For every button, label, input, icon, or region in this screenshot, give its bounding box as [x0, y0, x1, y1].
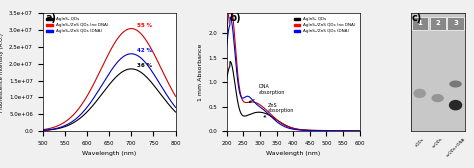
Ellipse shape	[449, 100, 462, 111]
Bar	[411, 17, 428, 30]
Y-axis label: 1 mm Absorbance: 1 mm Absorbance	[198, 44, 203, 101]
Text: csQDs: csQDs	[432, 137, 444, 149]
Text: c): c)	[412, 13, 422, 24]
Text: csQDs+DNA: csQDs+DNA	[445, 137, 466, 158]
X-axis label: Wavelength (nm): Wavelength (nm)	[82, 151, 136, 156]
Text: cQDs: cQDs	[414, 137, 425, 147]
Legend: AgInS₂ QDs, AgInS₂/ZnS QDs (no DNA), AgInS₂/ZnS QDs (DNA): AgInS₂ QDs, AgInS₂/ZnS QDs (no DNA), AgI…	[292, 15, 357, 35]
Text: a): a)	[46, 13, 56, 24]
Bar	[429, 17, 446, 30]
Ellipse shape	[449, 80, 462, 88]
Ellipse shape	[431, 94, 444, 102]
Text: 3: 3	[453, 20, 458, 26]
Text: b): b)	[229, 13, 241, 24]
Text: 1: 1	[417, 20, 422, 26]
Y-axis label: Fluorescence Intensity (A.U.): Fluorescence Intensity (A.U.)	[0, 33, 3, 112]
X-axis label: Wavelength (nm): Wavelength (nm)	[266, 151, 320, 156]
Text: ZnS
absorption: ZnS absorption	[264, 103, 295, 117]
Ellipse shape	[413, 89, 426, 98]
Text: DNA
absorption: DNA absorption	[249, 85, 284, 102]
Legend: AgInS₂ QDs, AgInS₂/ZnS QDs (no DNA), AgInS₂/ZnS QDs (DNA): AgInS₂ QDs, AgInS₂/ZnS QDs (no DNA), AgI…	[45, 15, 110, 35]
Bar	[447, 17, 464, 30]
Text: 42 %: 42 %	[137, 48, 152, 53]
Text: 2: 2	[435, 20, 440, 26]
Text: 55 %: 55 %	[137, 23, 152, 28]
Text: 36 %: 36 %	[137, 63, 152, 68]
